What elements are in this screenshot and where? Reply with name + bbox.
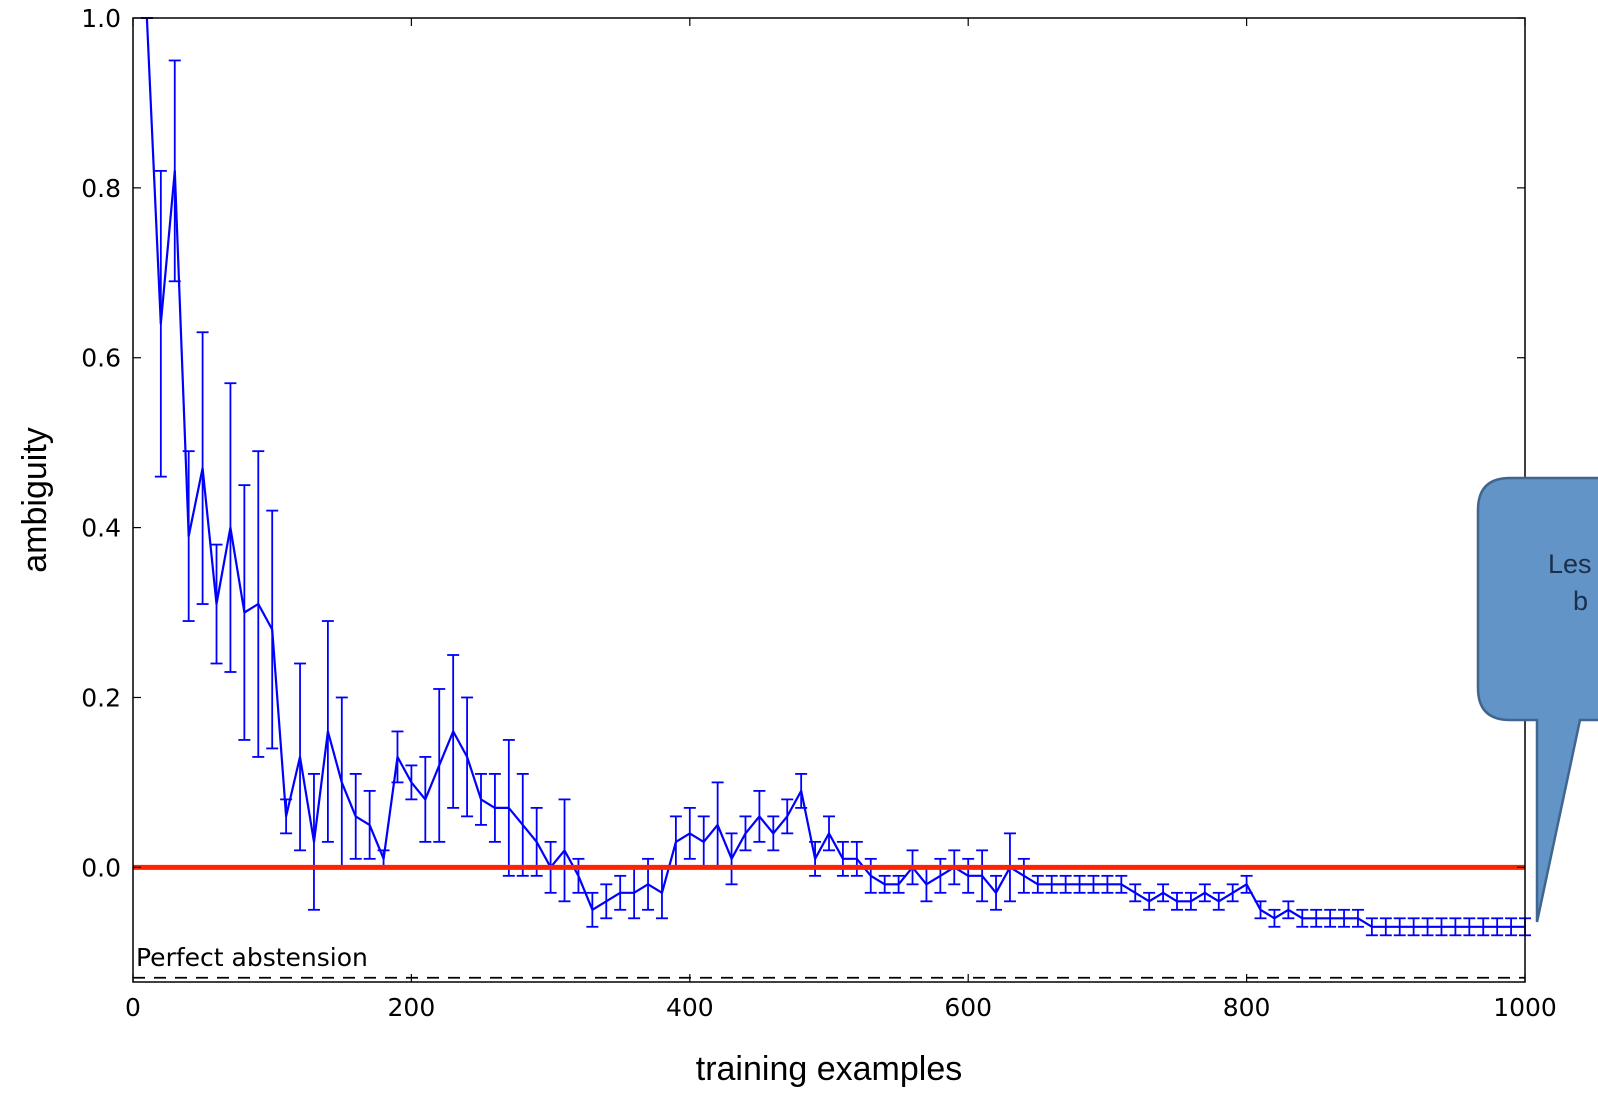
callout-text-line-1: Les (1548, 549, 1592, 579)
y-tick-label: 0.4 (81, 514, 121, 543)
x-tick-label: 800 (1223, 993, 1271, 1022)
x-tick-label: 0 (125, 993, 141, 1022)
y-tick-label: 0.2 (81, 683, 121, 712)
callout-bubble: Les b (1476, 476, 1598, 923)
y-tick-label: 1.0 (81, 4, 121, 33)
perfect-abstension-label: Perfect abstension (136, 943, 368, 972)
callout-shape (1476, 476, 1598, 923)
x-tick-label: 600 (944, 993, 992, 1022)
x-tick-label: 400 (666, 993, 714, 1022)
reference-lines (133, 864, 1525, 979)
x-axis-label: training examples (696, 1050, 962, 1088)
y-tick-label: 0.8 (81, 174, 121, 203)
axis-ticks: 0 200 400 600 800 1000 0.0 0.2 0.4 0.6 0.8 1.0 (81, 4, 1557, 1022)
x-tick-label: 200 (388, 993, 436, 1022)
x-tick-label: 1000 (1493, 993, 1557, 1022)
y-axis-label: ambiguity (16, 427, 54, 573)
series-line (145, 17, 1525, 928)
series-line-group (145, 17, 1525, 928)
y-tick-label: 0.0 (81, 853, 121, 882)
callout-text-line-2: b (1573, 586, 1588, 616)
y-tick-label: 0.6 (81, 344, 121, 373)
